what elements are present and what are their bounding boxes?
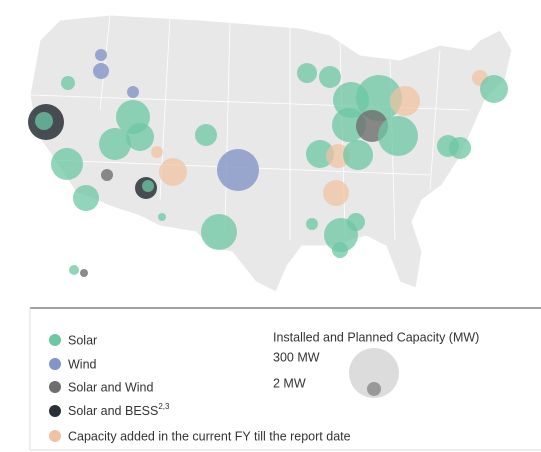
bubble [217,149,259,191]
bubble [356,75,402,121]
bubble [93,63,109,79]
bubble [99,128,131,160]
bubble [73,185,99,211]
bubble [61,76,75,90]
bubble [195,124,217,146]
size-legend-small: 2 MW [273,376,306,390]
bubble [159,158,187,186]
bubble [35,112,53,130]
bubble [323,180,349,206]
bubble [449,137,471,159]
bubble [201,214,237,250]
bubble [297,63,317,83]
legend: Solar Wind Solar and Wind Solar and BESS… [29,307,541,451]
bubbles [28,49,508,258]
bubble [126,123,154,151]
bubble [319,66,341,88]
size-legend-large: 300 MW [273,350,320,364]
legend-label: Solar [68,333,97,347]
bubble [347,213,365,231]
legend-swatch [49,334,61,346]
legend-swatch [49,405,61,417]
map [28,14,513,293]
bubble [332,108,366,142]
legend-superscript: 2,3 [158,402,170,411]
size-circle-large [349,348,399,398]
bubble [80,269,88,277]
size-legend-title: Installed and Planned Capacity (MW) [273,330,479,344]
legend-label: Capacity added in the current FY till th… [68,429,351,443]
bubble [480,75,508,103]
legend-label-text: Solar and BESS [68,404,158,418]
bubble [343,140,373,170]
legend-swatch [49,358,61,370]
bubble [306,218,318,230]
bubble [95,49,107,61]
legend-swatch [49,430,61,442]
bubble [101,169,113,181]
legend-label: Solar and Wind [68,380,154,394]
bubble [306,140,334,168]
bubble [390,86,420,116]
legend-swatch [49,381,61,393]
bubble [158,213,166,221]
bubble [151,146,163,158]
legend-label: Solar and BESS2,3 [68,402,170,418]
alaska [69,265,79,275]
bubble [332,242,348,258]
bubble [142,180,154,192]
size-circle-small [367,382,381,396]
legend-label: Wind [68,357,97,371]
bubble [51,148,83,180]
bubble [127,86,139,98]
bubble [378,116,418,156]
